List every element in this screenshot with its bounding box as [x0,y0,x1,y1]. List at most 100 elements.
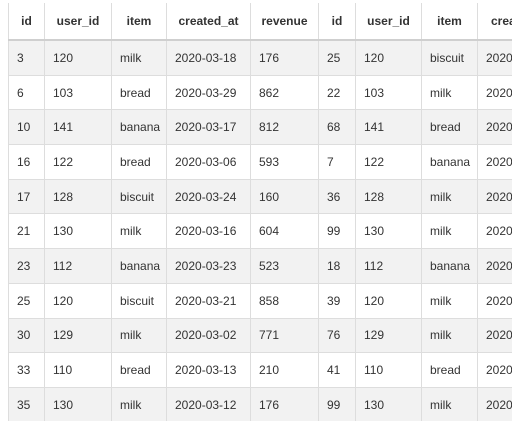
column-header-id: id [318,3,356,41]
table-cell: 130 [44,213,112,250]
column-header-created-at: created_at [166,3,251,41]
table-cell: 771 [250,318,319,354]
table-cell: 2020-03-12 [477,387,512,421]
table-cell: 99 [318,387,356,421]
table-cell: biscuit [111,283,167,319]
column-header-revenue: revenue [250,3,319,41]
table-cell: 2020-03-13 [477,352,512,388]
table-cell: 110 [44,352,112,388]
table-cell: bread [111,144,167,180]
table-cell: 604 [250,213,319,250]
table-cell: bread [421,352,478,388]
table-cell: 39 [318,283,356,319]
table-row: 6103bread2020-03-2986222103milk2020-03-2… [8,75,512,111]
table-cell: milk [421,387,478,421]
table-cell: 2020-03-02 [477,318,512,354]
table-cell: 22 [318,75,356,111]
table-cell: milk [421,213,478,250]
table-cell: 2020-03-16 [477,213,512,250]
table-cell: 2020-03-06 [166,144,251,180]
table-cell: 17 [8,179,45,215]
table-cell: 120 [355,40,422,76]
table-cell: banana [421,144,478,180]
table-row: 33110bread2020-03-1321041110bread2020-03… [8,352,512,388]
table-cell: 129 [44,318,112,354]
table-row: 10141banana2020-03-1781268141bread2020-0… [8,109,512,146]
table-cell: 122 [355,144,422,180]
table-cell: 130 [355,213,422,250]
table-cell: 16 [8,144,45,180]
table-cell: 2020-03-16 [166,213,251,250]
table-cell: 36 [318,179,356,215]
table-cell: 120 [355,283,422,319]
table-cell: 2020-03-18 [477,40,512,76]
table-cell: milk [421,179,478,215]
table-cell: 130 [355,387,422,421]
table-cell: 176 [250,387,319,421]
table-cell: 176 [250,40,319,76]
table-cell: 141 [355,109,422,146]
table-cell: 18 [318,248,356,284]
column-header-id: id [8,3,45,41]
table-cell: 99 [318,213,356,250]
table-row: 25120biscuit2020-03-2185839120milk2020-0… [8,283,512,319]
table-cell: milk [111,387,167,421]
table-cell: 812 [250,109,319,146]
table-cell: 2020-03-24 [477,179,512,215]
table-cell: 523 [250,248,319,284]
header-row: id user_id item created_at revenue id user_id i… [8,3,512,41]
table-cell: 2020-03-24 [166,179,251,215]
table-cell: milk [111,318,167,354]
table-cell: 2020-03-21 [166,283,251,319]
table-cell: 128 [355,179,422,215]
table-header: id user_id item created_at revenue id user_id i… [8,3,512,41]
table-cell: 112 [44,248,112,284]
table-cell: milk [421,75,478,111]
table-cell: 2020-03-18 [166,40,251,76]
table-cell: banana [421,248,478,284]
table-cell: 120 [44,283,112,319]
column-header-user-id: user_id [355,3,422,41]
table-cell: milk [111,213,167,250]
table-cell: 6 [8,75,45,111]
table-cell: 2020-03-29 [477,75,512,111]
table-cell: 2020-03-02 [166,318,251,354]
table-row: 23112banana2020-03-2352318112banana2020-… [8,248,512,284]
table-cell: 10 [8,109,45,146]
table-body: 3120milk2020-03-1817625120biscuit2020-03… [8,40,512,421]
table-cell: milk [421,318,478,354]
table-cell: 130 [44,387,112,421]
table-cell: 129 [355,318,422,354]
table-cell: 25 [8,283,45,319]
table-cell: biscuit [421,40,478,76]
column-header-created-at: created_at [477,3,512,41]
table-cell: 141 [44,109,112,146]
table-cell: 41 [318,352,356,388]
table-cell: 2020-03-21 [477,283,512,319]
column-header-user-id: user_id [44,3,112,41]
table-cell: 21 [8,213,45,250]
table-cell: 33 [8,352,45,388]
table-cell: 112 [355,248,422,284]
table-row: 17128biscuit2020-03-2416036128milk2020-0… [8,179,512,215]
table-row: 35130milk2020-03-1217699130milk2020-03-1… [8,387,512,421]
table-cell: 2020-03-17 [166,109,251,146]
table-cell: 7 [318,144,356,180]
table-cell: 122 [44,144,112,180]
table-cell: bread [111,75,167,111]
column-header-item: item [111,3,167,41]
table-cell: 23 [8,248,45,284]
table-cell: 76 [318,318,356,354]
table-cell: 120 [44,40,112,76]
table-cell: banana [111,248,167,284]
table-cell: 2020-03-06 [477,144,512,180]
table-cell: 3 [8,40,45,76]
column-header-item: item [421,3,478,41]
table-cell: 593 [250,144,319,180]
table-row: 3120milk2020-03-1817625120biscuit2020-03… [8,40,512,76]
table-cell: 2020-03-29 [166,75,251,111]
table-cell: milk [421,283,478,319]
table-cell: 862 [250,75,319,111]
table-cell: 68 [318,109,356,146]
